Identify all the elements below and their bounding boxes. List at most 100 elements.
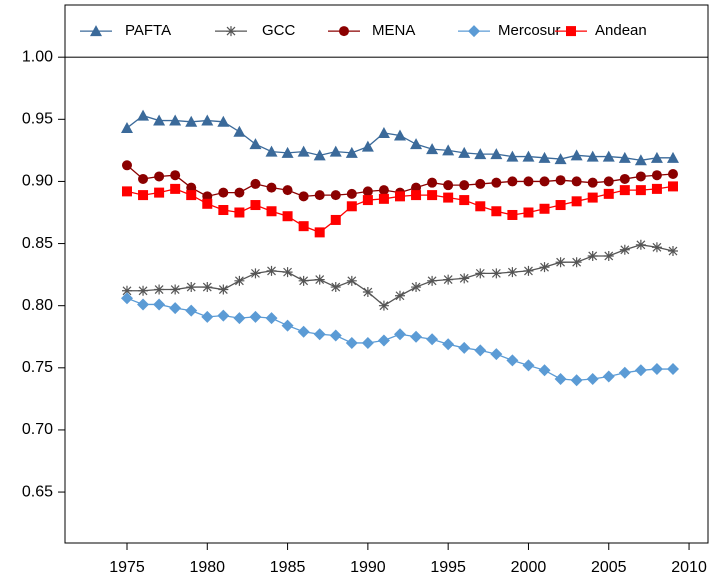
legend-marker xyxy=(226,26,236,37)
legend-marker xyxy=(90,25,102,37)
marker xyxy=(218,187,229,198)
marker xyxy=(411,282,422,293)
marker xyxy=(361,140,374,152)
marker xyxy=(443,274,454,285)
legend-label: MENA xyxy=(372,22,415,39)
marker xyxy=(555,200,566,211)
marker xyxy=(298,275,309,286)
marker xyxy=(377,126,390,138)
marker xyxy=(137,109,150,121)
x-tick-label: 1995 xyxy=(430,559,466,576)
marker xyxy=(153,298,166,311)
marker xyxy=(619,185,630,196)
marker xyxy=(314,227,325,238)
marker xyxy=(667,181,678,192)
marker xyxy=(138,173,149,184)
marker xyxy=(154,171,165,182)
marker xyxy=(249,310,262,323)
marker xyxy=(602,150,615,162)
marker xyxy=(233,312,246,325)
marker xyxy=(458,146,471,158)
marker xyxy=(186,282,197,293)
marker xyxy=(410,330,423,343)
marker xyxy=(377,334,390,347)
marker xyxy=(202,198,213,209)
marker xyxy=(619,173,630,184)
plot-frame xyxy=(64,4,709,544)
marker xyxy=(250,268,261,279)
legend-box xyxy=(64,4,709,58)
marker xyxy=(507,267,518,278)
marker xyxy=(427,190,438,201)
marker xyxy=(266,206,277,217)
marker xyxy=(362,195,373,206)
marker xyxy=(459,180,470,191)
legend-label: Mercosur xyxy=(498,22,561,39)
marker xyxy=(121,285,132,296)
marker xyxy=(297,145,310,157)
legend-label: GCC xyxy=(262,22,296,39)
y-tick-label: 0.80 xyxy=(22,297,53,314)
marker xyxy=(169,114,182,126)
y-tick-label: 1.00 xyxy=(22,48,53,65)
marker xyxy=(459,273,470,284)
marker xyxy=(137,298,150,311)
x-tick-label: 1980 xyxy=(189,559,225,576)
marker xyxy=(218,284,229,295)
marker xyxy=(650,151,663,163)
marker xyxy=(666,151,679,163)
marker xyxy=(265,312,278,325)
marker xyxy=(153,114,166,126)
marker xyxy=(635,239,646,250)
marker xyxy=(282,185,293,196)
marker xyxy=(393,129,406,141)
marker xyxy=(651,170,662,181)
legend-label: Andean xyxy=(595,22,647,39)
x-tick-label: 1990 xyxy=(350,559,386,576)
legend-marker xyxy=(468,25,480,38)
marker xyxy=(426,333,439,346)
marker xyxy=(618,366,631,379)
marker xyxy=(538,151,551,163)
marker xyxy=(281,146,294,158)
marker xyxy=(186,190,197,201)
marker xyxy=(314,190,325,201)
marker xyxy=(570,149,583,161)
marker xyxy=(410,138,423,150)
marker xyxy=(442,144,455,156)
marker xyxy=(218,205,229,216)
marker xyxy=(234,275,245,286)
marker xyxy=(619,244,630,255)
marker xyxy=(266,182,277,193)
marker xyxy=(266,265,277,276)
marker xyxy=(667,168,678,179)
marker xyxy=(250,200,261,211)
marker xyxy=(378,185,389,196)
marker xyxy=(361,336,374,349)
marker xyxy=(314,274,325,285)
marker xyxy=(217,309,230,322)
marker xyxy=(170,183,181,194)
marker xyxy=(120,122,133,134)
marker xyxy=(523,176,534,187)
marker xyxy=(539,203,550,214)
marker xyxy=(201,114,214,126)
marker xyxy=(603,250,614,261)
marker xyxy=(378,300,389,311)
marker xyxy=(474,148,487,160)
marker xyxy=(523,207,534,218)
marker xyxy=(233,125,246,137)
marker xyxy=(394,290,405,301)
marker xyxy=(313,149,326,161)
marker xyxy=(217,115,230,127)
marker xyxy=(490,148,503,160)
legend: PAFTA GCC MENA Mercosur Andean xyxy=(64,4,709,58)
marker xyxy=(427,275,438,286)
marker xyxy=(475,201,486,212)
marker xyxy=(586,372,599,385)
marker xyxy=(506,354,519,367)
marker xyxy=(587,177,598,188)
marker xyxy=(554,153,567,165)
marker xyxy=(234,207,245,218)
